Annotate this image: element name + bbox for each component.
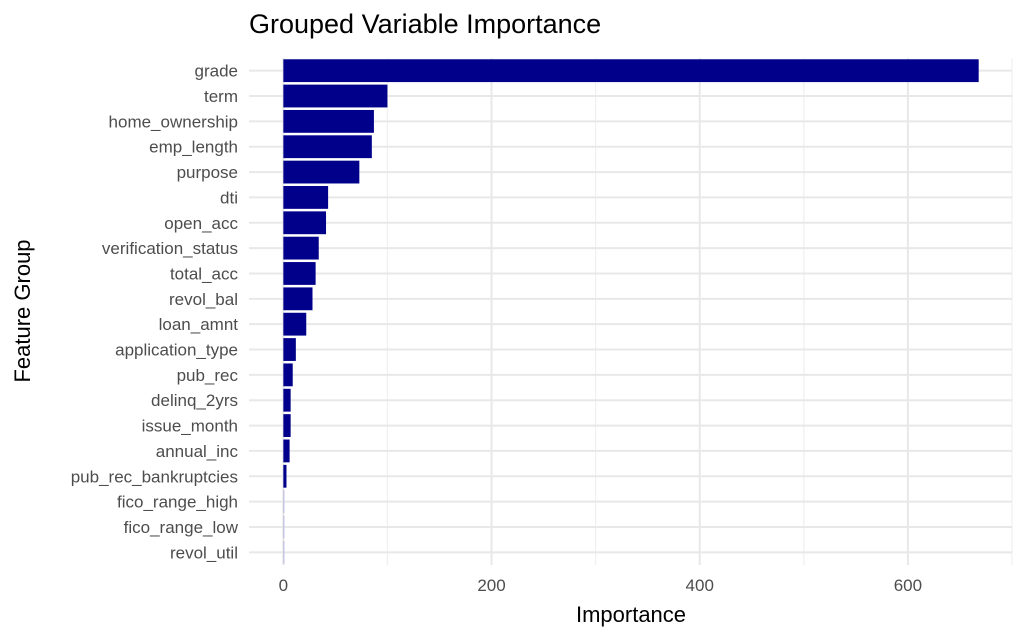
y-tick-label: pub_rec_bankruptcies [71,467,238,486]
y-tick-label: annual_inc [156,442,239,461]
y-tick-label: dti [220,188,238,207]
x-axis-title: Importance [576,602,686,627]
y-tick-label: revol_util [170,543,238,562]
bar-term [283,84,388,108]
bar-total-acc [283,262,316,285]
bar-revol-util [283,540,285,564]
bar-grade [283,59,979,83]
bars [283,59,979,564]
x-tick-label: 600 [894,576,922,595]
bar-open-acc [283,211,327,235]
bar-revol-bal [283,287,313,311]
bar-annual-inc [283,439,290,463]
y-tick-label: grade [195,62,238,81]
y-tick-label: open_acc [164,214,238,233]
bar-fico-range-low [283,515,285,539]
chart-title: Grouped Variable Importance [249,9,601,39]
grid-lines [249,58,1013,565]
x-tick-label: 400 [686,576,714,595]
bar-fico-range-high [283,490,285,514]
y-tick-label: application_type [115,341,238,360]
y-tick-label: delinq_2yrs [151,391,238,410]
x-tick-label: 0 [279,576,288,595]
y-tick-label: revol_bal [169,290,238,309]
y-tick-labels: grade term home_ownership emp_lengthpurpose… [71,62,239,563]
y-tick-label: fico_range_low [124,518,239,537]
bar-verification-status [283,236,319,260]
bar-delinq-2yrs [283,388,291,412]
bar-pub-rec [283,363,293,387]
x-tick-label: 200 [477,576,505,595]
y-tick-label: emp_length [149,138,238,157]
y-tick-label: home_ownership [109,112,238,131]
y-tick-label: term [204,87,238,106]
bar-application-type [283,338,296,361]
bar-loan-amnt [283,312,307,336]
y-tick-label: purpose [177,163,238,182]
bar-pub-rec-bankruptcies [283,464,287,488]
y-tick-label: fico_range_high [117,493,238,512]
y-tick-label: verification_status [102,239,238,258]
y-tick-label: pub_rec [177,366,239,385]
bar-dti [283,186,329,209]
x-tick-labels: 0 200 400 600 [279,576,922,595]
y-tick-label: loan_amnt [159,315,239,334]
bar-issue-month [283,414,291,437]
y-tick-label: issue_month [142,417,238,436]
bar-emp-length [283,135,372,159]
bar-purpose [283,160,360,184]
bar-home-ownership [283,109,374,133]
y-tick-label: total_acc [170,264,239,283]
y-axis-title: Feature Group [10,239,35,382]
